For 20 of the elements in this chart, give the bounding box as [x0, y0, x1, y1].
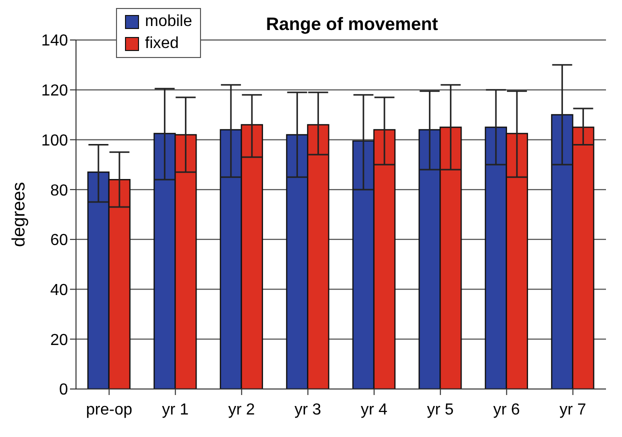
y-tick-label: 20: [50, 332, 68, 349]
legend-label: fixed: [145, 34, 179, 54]
y-tick-label: 100: [41, 132, 68, 150]
chart-title: Range of movement: [266, 14, 438, 34]
x-tick-label: yr 5: [427, 401, 454, 418]
y-tick-label: 40: [50, 282, 68, 299]
x-tick-label: yr 3: [294, 401, 322, 418]
x-tick-label: yr 7: [560, 401, 586, 418]
legend-label: mobile: [145, 12, 192, 32]
x-tick-label: pre-op: [86, 401, 132, 418]
y-tick-label: 80: [50, 182, 68, 200]
y-tick-label: 60: [50, 232, 68, 250]
y-tick-label: 140: [41, 32, 68, 50]
y-tick-label: 0: [59, 382, 68, 399]
x-tick-label: yr 2: [228, 401, 256, 418]
x-tick-label: yr 1: [162, 401, 189, 418]
y-axis-title: degrees: [8, 182, 28, 248]
x-tick-label: yr 6: [493, 401, 520, 418]
x-tick-label: yr 4: [360, 401, 388, 418]
y-tick-label: 120: [41, 82, 68, 100]
